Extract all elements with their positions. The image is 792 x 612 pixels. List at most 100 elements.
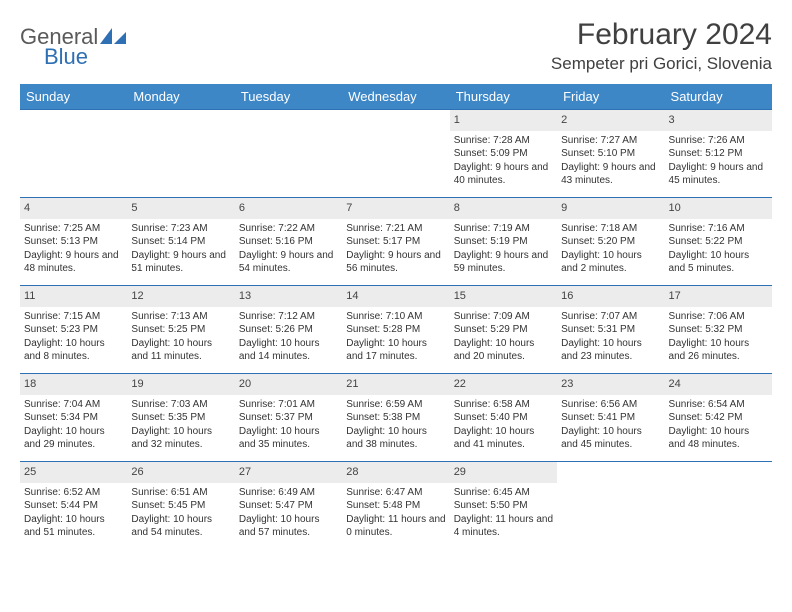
day-number: 9 xyxy=(557,198,664,219)
sunrise-line: Sunrise: 6:51 AM xyxy=(131,486,230,500)
sunset-line: Sunset: 5:09 PM xyxy=(454,147,553,161)
sunset-line: Sunset: 5:44 PM xyxy=(24,499,123,513)
sunrise-line: Sunrise: 7:18 AM xyxy=(561,222,660,236)
sunset-line: Sunset: 5:26 PM xyxy=(239,323,338,337)
weekday-header-cell: Monday xyxy=(127,84,234,110)
daylight-line: Daylight: 10 hours and 57 minutes. xyxy=(239,513,338,540)
day-number: 20 xyxy=(235,374,342,395)
weekday-header-cell: Thursday xyxy=(450,84,557,110)
daylight-line: Daylight: 11 hours and 4 minutes. xyxy=(454,513,553,540)
day-number: 24 xyxy=(665,374,772,395)
calendar-day-cell: 9 Sunrise: 7:18 AMSunset: 5:20 PMDaylight… xyxy=(557,198,664,286)
daylight-line: Daylight: 10 hours and 26 minutes. xyxy=(669,337,768,364)
sunset-line: Sunset: 5:20 PM xyxy=(561,235,660,249)
daylight-line: Daylight: 9 hours and 48 minutes. xyxy=(24,249,123,276)
sunset-line: Sunset: 5:22 PM xyxy=(669,235,768,249)
sunrise-line: Sunrise: 7:09 AM xyxy=(454,310,553,324)
sunrise-line: Sunrise: 7:07 AM xyxy=(561,310,660,324)
sunrise-line: Sunrise: 7:13 AM xyxy=(131,310,230,324)
daylight-line: Daylight: 10 hours and 11 minutes. xyxy=(131,337,230,364)
sunset-line: Sunset: 5:31 PM xyxy=(561,323,660,337)
weekday-header-cell: Saturday xyxy=(665,84,772,110)
location-subtitle: Sempeter pri Gorici, Slovenia xyxy=(551,54,772,74)
daylight-line: Daylight: 10 hours and 8 minutes. xyxy=(24,337,123,364)
calendar-day-cell: 11Sunrise: 7:15 AMSunset: 5:23 PMDayligh… xyxy=(20,286,127,374)
sunset-line: Sunset: 5:10 PM xyxy=(561,147,660,161)
calendar-day-cell: 6Sunrise: 7:22 AMSunset: 5:16 PMDaylight… xyxy=(235,198,342,286)
day-number: 15 xyxy=(450,286,557,307)
sunrise-line: Sunrise: 7:04 AM xyxy=(24,398,123,412)
calendar-day-cell: 25Sunrise: 6:52 AMSunset: 5:44 PMDayligh… xyxy=(20,462,127,550)
daylight-line: Daylight: 9 hours and 54 minutes. xyxy=(239,249,338,276)
sunset-line: Sunset: 5:38 PM xyxy=(346,411,445,425)
sunrise-line: Sunrise: 6:49 AM xyxy=(239,486,338,500)
daylight-line: Daylight: 10 hours and 2 minutes. xyxy=(561,249,660,276)
sunrise-line: Sunrise: 6:52 AM xyxy=(24,486,123,500)
calendar-weekday-header: SundayMondayTuesdayWednesdayThursdayFrid… xyxy=(20,84,772,110)
daylight-line: Daylight: 10 hours and 29 minutes. xyxy=(24,425,123,452)
sunrise-line: Sunrise: 6:58 AM xyxy=(454,398,553,412)
sunrise-line: Sunrise: 7:22 AM xyxy=(239,222,338,236)
day-number: 27 xyxy=(235,462,342,483)
daylight-line: Daylight: 10 hours and 48 minutes. xyxy=(669,425,768,452)
calendar-day-cell: 13Sunrise: 7:12 AMSunset: 5:26 PMDayligh… xyxy=(235,286,342,374)
calendar-day-cell: 1Sunrise: 7:28 AMSunset: 5:09 PMDaylight… xyxy=(450,110,557,198)
sunset-line: Sunset: 5:45 PM xyxy=(131,499,230,513)
sunset-line: Sunset: 5:32 PM xyxy=(669,323,768,337)
sunset-line: Sunset: 5:28 PM xyxy=(346,323,445,337)
sunset-line: Sunset: 5:48 PM xyxy=(346,499,445,513)
calendar-day-cell: 17Sunrise: 7:06 AMSunset: 5:32 PMDayligh… xyxy=(665,286,772,374)
sunset-line: Sunset: 5:50 PM xyxy=(454,499,553,513)
calendar-table: SundayMondayTuesdayWednesdayThursdayFrid… xyxy=(20,84,772,550)
daylight-line: Daylight: 10 hours and 17 minutes. xyxy=(346,337,445,364)
calendar-day-cell: 22Sunrise: 6:58 AMSunset: 5:40 PMDayligh… xyxy=(450,374,557,462)
month-title: February 2024 xyxy=(551,18,772,52)
weekday-header-cell: Friday xyxy=(557,84,664,110)
day-number: 29 xyxy=(450,462,557,483)
sunset-line: Sunset: 5:47 PM xyxy=(239,499,338,513)
brand-sail-icon xyxy=(100,28,126,46)
daylight-line: Daylight: 10 hours and 14 minutes. xyxy=(239,337,338,364)
calendar-day-cell: 3Sunrise: 7:26 AMSunset: 5:12 PMDaylight… xyxy=(665,110,772,198)
day-number: 7 xyxy=(342,198,449,219)
calendar-day-cell: 19Sunrise: 7:03 AMSunset: 5:35 PMDayligh… xyxy=(127,374,234,462)
sunrise-line: Sunrise: 7:26 AM xyxy=(669,134,768,148)
daylight-line: Daylight: 9 hours and 45 minutes. xyxy=(669,161,768,188)
sunset-line: Sunset: 5:35 PM xyxy=(131,411,230,425)
day-number: 4 xyxy=(20,198,127,219)
day-number: 10 xyxy=(665,198,772,219)
sunset-line: Sunset: 5:14 PM xyxy=(131,235,230,249)
calendar-day-cell: 4Sunrise: 7:25 AMSunset: 5:13 PMDaylight… xyxy=(20,198,127,286)
sunrise-line: Sunrise: 7:19 AM xyxy=(454,222,553,236)
sunrise-line: Sunrise: 7:27 AM xyxy=(561,134,660,148)
sunset-line: Sunset: 5:23 PM xyxy=(24,323,123,337)
day-number: 18 xyxy=(20,374,127,395)
calendar-day-cell: 7Sunrise: 7:21 AMSunset: 5:17 PMDaylight… xyxy=(342,198,449,286)
calendar-day-cell xyxy=(235,110,342,198)
day-number: 23 xyxy=(557,374,664,395)
day-number: 2 xyxy=(557,110,664,131)
day-number: 8 xyxy=(450,198,557,219)
daylight-line: Daylight: 10 hours and 38 minutes. xyxy=(346,425,445,452)
calendar-day-cell: 14Sunrise: 7:10 AMSunset: 5:28 PMDayligh… xyxy=(342,286,449,374)
daylight-line: Daylight: 11 hours and 0 minutes. xyxy=(346,513,445,540)
sunset-line: Sunset: 5:37 PM xyxy=(239,411,338,425)
header: General February 2024 Sempeter pri Goric… xyxy=(20,18,772,74)
weekday-header-cell: Tuesday xyxy=(235,84,342,110)
day-number: 19 xyxy=(127,374,234,395)
daylight-line: Daylight: 10 hours and 5 minutes. xyxy=(669,249,768,276)
day-number: 17 xyxy=(665,286,772,307)
weekday-header-cell: Sunday xyxy=(20,84,127,110)
sunrise-line: Sunrise: 7:03 AM xyxy=(131,398,230,412)
calendar-day-cell xyxy=(557,462,664,550)
calendar-week-row: 4Sunrise: 7:25 AMSunset: 5:13 PMDaylight… xyxy=(20,198,772,286)
day-number: 5 xyxy=(127,198,234,219)
calendar-day-cell xyxy=(20,110,127,198)
sunset-line: Sunset: 5:19 PM xyxy=(454,235,553,249)
sunrise-line: Sunrise: 6:54 AM xyxy=(669,398,768,412)
calendar-day-cell: 10Sunrise: 7:16 AMSunset: 5:22 PMDayligh… xyxy=(665,198,772,286)
sunrise-line: Sunrise: 7:01 AM xyxy=(239,398,338,412)
calendar-day-cell: 12Sunrise: 7:13 AMSunset: 5:25 PMDayligh… xyxy=(127,286,234,374)
daylight-line: Daylight: 9 hours and 51 minutes. xyxy=(131,249,230,276)
calendar-day-cell: 2Sunrise: 7:27 AMSunset: 5:10 PMDaylight… xyxy=(557,110,664,198)
